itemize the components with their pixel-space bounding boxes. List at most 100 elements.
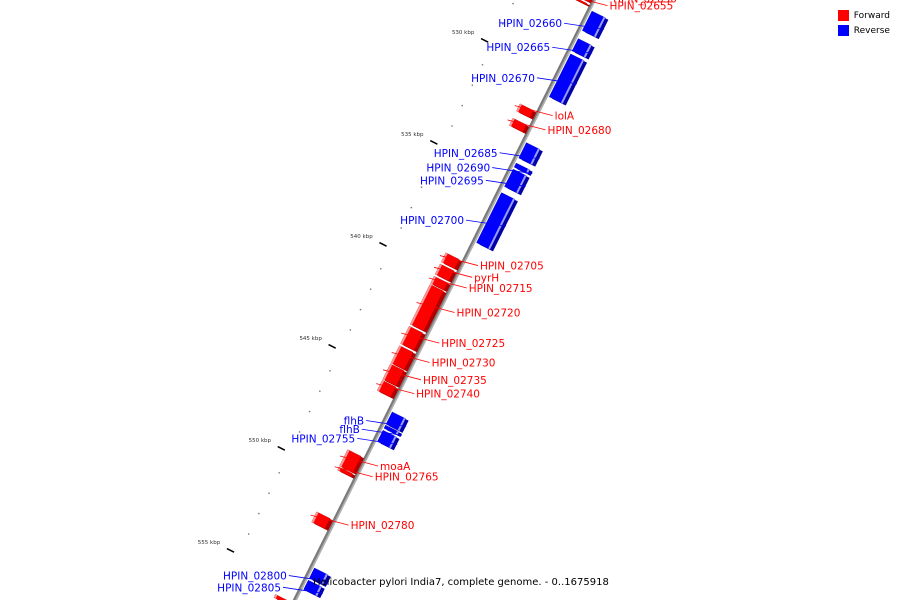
gene-leader-line	[382, 369, 422, 381]
gene-leader-line	[552, 46, 593, 54]
gene-forward[interactable]	[573, 0, 588, 6]
minor-tick	[512, 2, 514, 5]
minor-tick	[319, 390, 321, 392]
gene-leader-line	[433, 266, 473, 278]
gene-label[interactable]: pyrH	[474, 272, 499, 284]
gene-highlight	[430, 276, 436, 285]
gene-label[interactable]: HPIN_02650	[613, 0, 677, 5]
gene-highlight	[441, 252, 448, 263]
minor-tick	[410, 206, 413, 209]
gene-label[interactable]: HPIN_02660	[498, 18, 562, 30]
gene-leader-line	[416, 302, 455, 313]
gene-leader-line	[507, 119, 546, 131]
legend-item-reverse[interactable]: Reverse	[837, 23, 890, 38]
gene-label[interactable]: flhB	[344, 416, 364, 428]
legend: Forward Reverse	[837, 8, 890, 38]
legend-forward-label: Forward	[853, 10, 890, 21]
gene-highlight	[315, 586, 322, 597]
gene-highlight	[397, 417, 406, 431]
gene-label[interactable]: HPIN_02690	[426, 163, 490, 175]
gene-label[interactable]: HPIN_02780	[351, 520, 415, 532]
gene-label[interactable]: HPIN_02755	[291, 433, 355, 445]
gene-leader-line	[499, 152, 540, 160]
gene-label[interactable]: HPIN_02740	[416, 389, 480, 401]
gene-leader-line	[376, 383, 415, 394]
minor-tick	[430, 165, 433, 168]
gene-label[interactable]: HPIN_02680	[548, 125, 612, 137]
gene-label[interactable]: HPIN_02695	[420, 175, 484, 187]
gene-label[interactable]: HPIN_02730	[432, 357, 496, 369]
gene-leader-line	[439, 255, 479, 266]
gene-highlight	[435, 263, 443, 276]
gene-highlight	[516, 174, 527, 194]
gene-highlight	[516, 103, 522, 112]
gene-label[interactable]: HPIN_02800	[223, 571, 287, 583]
tick-label: 555 kbp	[198, 540, 221, 546]
gene-label[interactable]: HPIN_02700	[400, 215, 464, 227]
gene-label[interactable]: moaA	[380, 461, 411, 473]
gene-label[interactable]: HPIN_02720	[457, 307, 521, 319]
major-tick	[379, 241, 387, 247]
major-tick	[480, 37, 489, 43]
gene-label[interactable]: HPIN_02685	[434, 148, 498, 160]
gene-leader-line	[536, 77, 577, 85]
legend-item-forward[interactable]: Forward	[837, 8, 890, 23]
minor-tick	[349, 329, 352, 331]
gene-leader-line	[492, 167, 533, 174]
gene-label[interactable]: HPIN_02765	[375, 472, 439, 484]
gene-label[interactable]: HPIN_02670	[471, 73, 535, 85]
minor-tick	[359, 308, 362, 311]
gene-label[interactable]: HPIN_02725	[441, 338, 505, 350]
gene-leader-line	[288, 575, 329, 582]
gene-label[interactable]: HPIN_02705	[480, 261, 544, 273]
minor-tick	[502, 23, 504, 25]
gene-forward[interactable]	[273, 594, 289, 600]
sequence-caption: Helicobacter pylori India7, complete gen…	[313, 577, 609, 588]
gene-highlight	[389, 436, 397, 449]
gene-highlight	[400, 326, 412, 345]
gene-leader-line	[310, 514, 349, 526]
minor-tick	[471, 84, 474, 86]
minor-tick	[308, 410, 311, 413]
gene-leader-line	[339, 455, 379, 467]
gene-leader-line	[366, 420, 407, 427]
minor-tick	[329, 369, 331, 372]
gene-label[interactable]: HPIN_02805	[217, 582, 281, 594]
backbone	[292, 0, 595, 600]
minor-tick	[400, 227, 402, 229]
minor-tick	[298, 431, 301, 433]
gene-highlight	[560, 59, 585, 104]
gene-highlight	[410, 284, 432, 326]
gene-leader-line	[428, 277, 467, 289]
gene-highlight	[390, 345, 402, 364]
minor-tick	[258, 512, 260, 515]
gene-label[interactable]: HPIN_02735	[423, 375, 487, 387]
gene-highlight	[593, 16, 606, 38]
tick-label: 530 kbp	[452, 30, 475, 36]
major-tick	[277, 445, 286, 451]
minor-tick	[268, 492, 270, 494]
gene-leader-line	[361, 428, 402, 436]
gene-highlight	[320, 573, 328, 585]
gene-shadow	[575, 0, 590, 7]
major-tick	[328, 343, 337, 349]
gene-highlight	[311, 511, 319, 523]
minor-tick	[247, 533, 250, 535]
gene-highlight	[273, 594, 278, 599]
gene-label[interactable]: HPIN_02665	[486, 42, 550, 54]
gene-leader-line	[465, 219, 507, 227]
minor-tick	[380, 267, 382, 270]
gene-highlight	[382, 363, 393, 381]
gene-leader-line	[334, 466, 373, 478]
legend-reverse-label: Reverse	[853, 25, 890, 36]
gene-highlight	[377, 380, 385, 392]
gene-label[interactable]: lolA	[555, 111, 575, 123]
gene-label[interactable]: flhB	[339, 424, 359, 436]
gene-highlight	[395, 431, 399, 435]
gene-forward[interactable]	[409, 284, 444, 332]
gene-label[interactable]: HPIN_02715	[469, 283, 533, 295]
gene-label[interactable]: HPIN_02655	[609, 1, 673, 13]
minor-tick	[420, 186, 423, 188]
minor-tick	[461, 104, 463, 107]
